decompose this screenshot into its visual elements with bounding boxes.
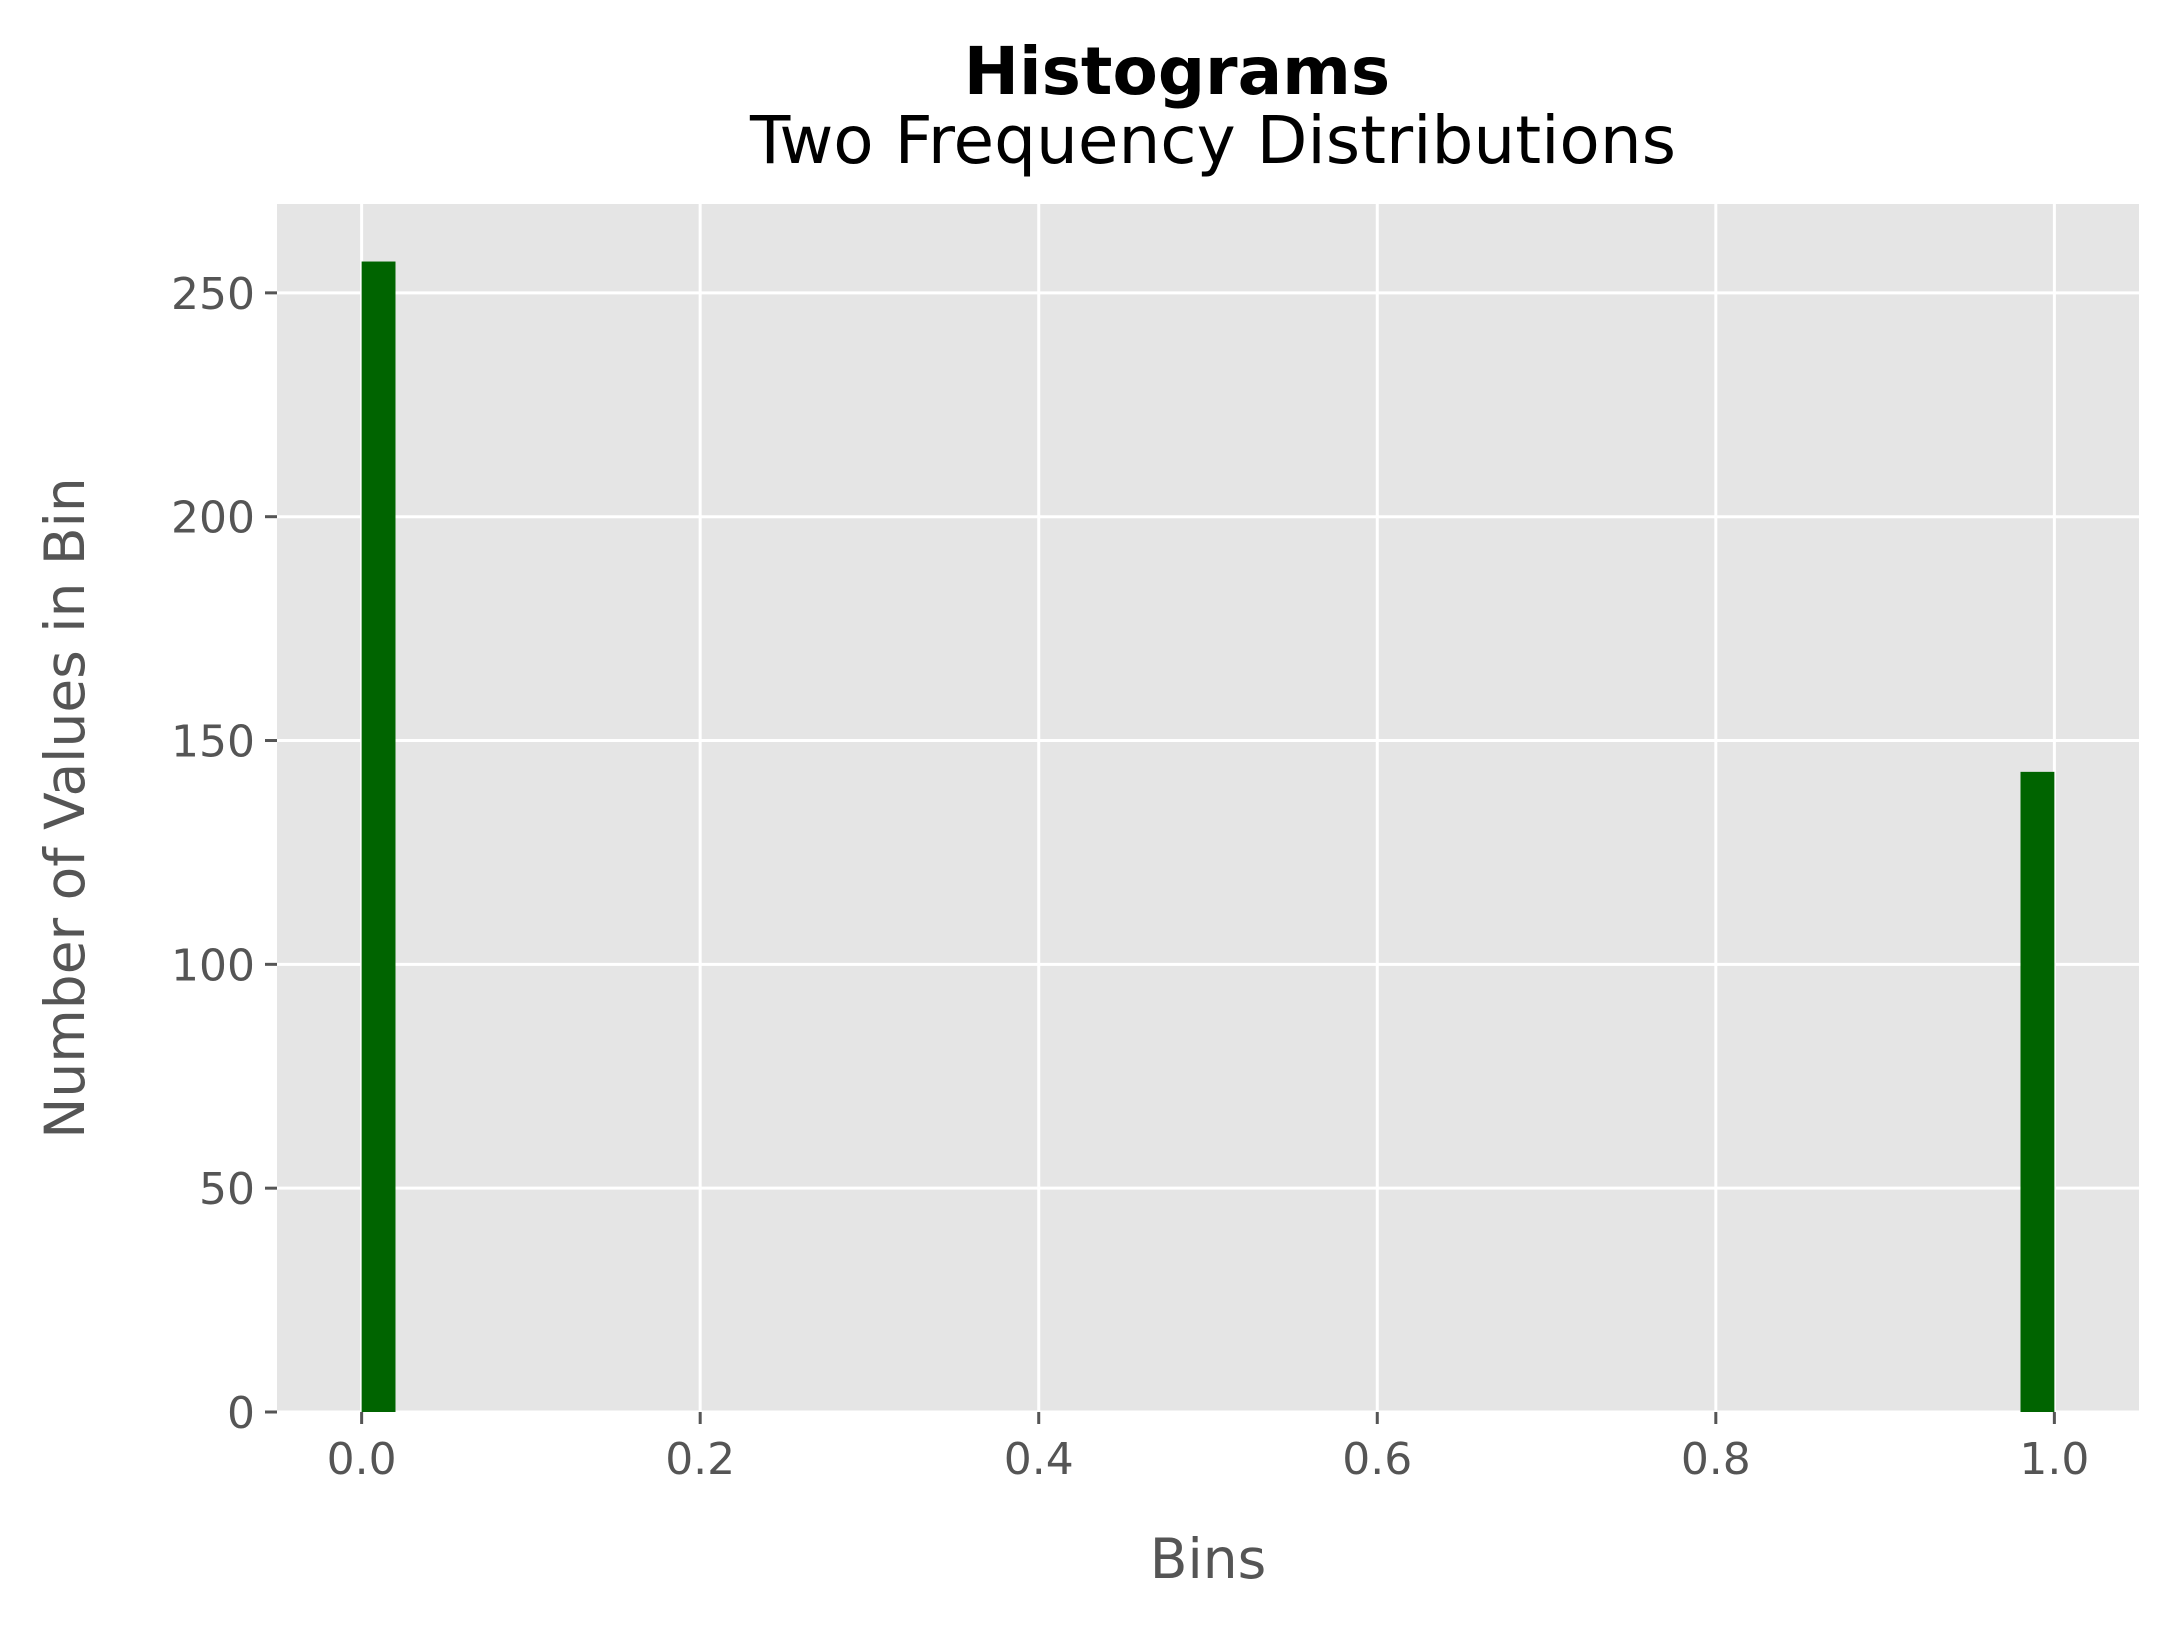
y-tick-label: 100 bbox=[171, 940, 255, 991]
x-tick-label: 1.0 bbox=[2019, 1434, 2089, 1485]
x-axis-label: Bins bbox=[1150, 1527, 1267, 1591]
x-tick-label: 0.4 bbox=[1004, 1434, 1074, 1485]
chart-title: Histograms bbox=[964, 33, 1390, 110]
x-axis-ticks: 0.0 0.2 0.4 0.6 0.8 1.0 bbox=[327, 1412, 2089, 1485]
y-tick-label: 200 bbox=[171, 493, 255, 544]
y-tick-label: 150 bbox=[171, 717, 255, 768]
plot-area bbox=[277, 204, 2139, 1412]
y-tick-label: 0 bbox=[227, 1388, 255, 1439]
chart-subtitle: Two Frequency Distributions bbox=[749, 102, 1676, 179]
histogram-bars bbox=[361, 261, 2055, 1412]
histogram-bar bbox=[361, 261, 396, 1412]
x-tick-label: 0.2 bbox=[665, 1434, 735, 1485]
y-axis-ticks: 0 50 100 150 200 250 bbox=[171, 269, 277, 1439]
histogram-bar bbox=[2020, 771, 2055, 1412]
y-axis-label: Number of Values in Bin bbox=[33, 477, 97, 1139]
y-tick-label: 250 bbox=[171, 269, 255, 320]
x-tick-label: 0.8 bbox=[1681, 1434, 1751, 1485]
y-tick-label: 50 bbox=[199, 1164, 255, 1215]
x-tick-label: 0.0 bbox=[327, 1434, 397, 1485]
x-tick-label: 0.6 bbox=[1342, 1434, 1412, 1485]
